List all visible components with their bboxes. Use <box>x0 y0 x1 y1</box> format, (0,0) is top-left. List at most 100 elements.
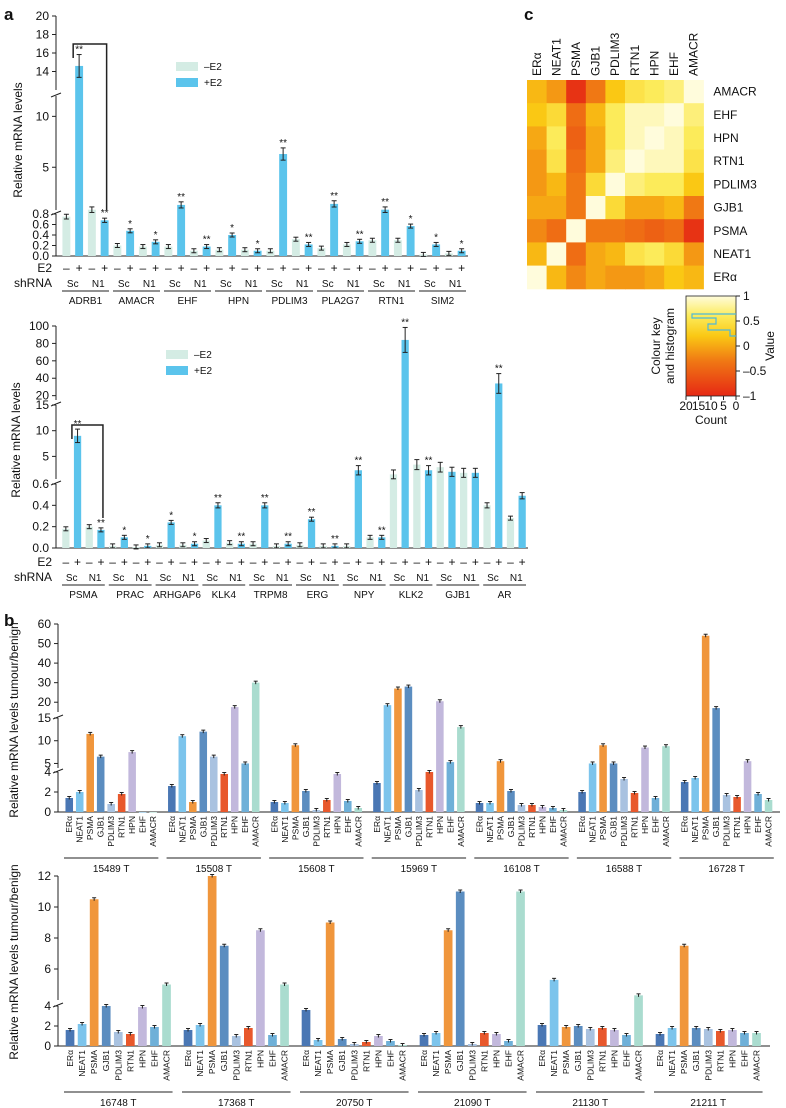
bar <box>354 808 363 812</box>
bar <box>195 1025 205 1046</box>
bar <box>96 756 105 812</box>
gene-tick-label: PDLIM3 <box>585 1050 595 1081</box>
gene-tick-label: GJB1 <box>101 1050 111 1072</box>
e2-tick: + <box>254 261 261 275</box>
e2-tick: + <box>144 555 151 569</box>
heatmap-cell <box>605 219 626 243</box>
group-label: PLA2G7 <box>322 296 360 307</box>
bar <box>228 235 237 256</box>
e2-tick: + <box>402 555 409 569</box>
shrna-label: N1 <box>245 279 258 290</box>
heatmap-row-label: NEAT1 <box>713 247 751 261</box>
significance-label: * <box>154 230 158 241</box>
shrna-label: N1 <box>92 279 105 290</box>
gene-tick-label: PSMA <box>598 816 608 840</box>
bar <box>231 1036 241 1046</box>
y-tick-label: 5 <box>42 449 49 463</box>
gene-tick-label: EHF <box>445 816 455 833</box>
gene-tick-label: GJB1 <box>403 816 413 838</box>
gene-tick-label: RTN1 <box>597 1050 607 1072</box>
gene-tick-label: ERα <box>301 1050 311 1067</box>
bar <box>691 778 699 812</box>
significance-label: ** <box>214 493 222 504</box>
value-tick-label: –0.5 <box>743 364 767 378</box>
heatmap-cell <box>546 80 567 104</box>
shrna-label: N1 <box>276 573 289 584</box>
gene-tick-label: ERα <box>537 1050 547 1067</box>
bar <box>507 791 515 812</box>
heatmap-cell <box>683 196 704 220</box>
bar <box>448 471 456 548</box>
bar <box>149 812 157 813</box>
heatmap-cell <box>566 265 587 290</box>
bar <box>413 464 421 548</box>
bar <box>585 1029 595 1046</box>
e2-tick: + <box>407 261 414 275</box>
heatmap-cell <box>605 265 626 290</box>
bar <box>251 682 260 812</box>
shrna-label: Sc <box>393 573 405 584</box>
bar <box>492 1034 501 1046</box>
gene-tick-label: GJB1 <box>711 816 721 838</box>
significance-label: ** <box>354 456 362 467</box>
significance-label: * <box>146 534 150 545</box>
heatmap-cell <box>605 196 626 220</box>
heatmap-cell <box>625 219 646 243</box>
bar <box>279 154 288 256</box>
bar <box>73 435 82 548</box>
bar <box>425 772 434 812</box>
bar <box>573 1026 583 1046</box>
e2-tick: + <box>261 555 268 569</box>
heatmap-cell <box>683 80 704 104</box>
significance-label: ** <box>97 518 105 529</box>
gene-tick-label: HPN <box>743 816 753 834</box>
bar <box>538 807 547 812</box>
heatmap-cell <box>566 172 587 197</box>
e2-tick: + <box>356 261 363 275</box>
heatmap-cell <box>664 242 685 267</box>
gene-tick-label: NEAT1 <box>77 1050 87 1077</box>
bar <box>715 1031 725 1046</box>
gene-tick-label: HPN <box>609 1050 619 1068</box>
heatmap-cell <box>683 103 704 127</box>
heatmap-cell <box>664 103 685 127</box>
heatmap-cell <box>546 219 567 243</box>
bar <box>722 795 731 812</box>
e2-tick: – <box>390 555 397 569</box>
bar <box>313 1040 323 1046</box>
heatmap-cell <box>625 126 646 151</box>
heatmap-cell <box>625 103 646 127</box>
y-tick-label: 20 <box>38 695 52 709</box>
gene-tick-label: NEAT1 <box>485 816 495 843</box>
heatmap-cell <box>625 265 646 290</box>
shrna-label: Sc <box>206 573 218 584</box>
bar <box>280 984 289 1046</box>
heatmap-cell <box>585 126 606 151</box>
bar <box>325 922 335 1046</box>
heatmap-cell <box>605 172 626 197</box>
shrna-label: N1 <box>449 279 462 290</box>
significance-label: * <box>122 525 126 536</box>
bar <box>226 542 234 548</box>
gene-tick-label: PSMA <box>679 1050 689 1074</box>
shrna-label: N1 <box>463 573 476 584</box>
shrna-label: N1 <box>143 279 156 290</box>
sample-label: 15608 T <box>298 864 335 875</box>
shrna-label: Sc <box>113 573 125 584</box>
y-tick-label: 50 <box>38 637 52 651</box>
bar <box>150 1027 159 1046</box>
count-tick-label: 20 <box>679 399 693 413</box>
e2-tick: + <box>305 261 312 275</box>
group-label: PSMA <box>69 590 98 601</box>
e2-tick: – <box>89 261 96 275</box>
gene-tick-label: PDLIM3 <box>619 816 629 847</box>
bar <box>404 686 413 812</box>
group-label: PDLIM3 <box>271 296 308 307</box>
y-tick-label: 0.6 <box>32 477 49 491</box>
e2-tick: – <box>395 261 402 275</box>
bar <box>680 782 689 812</box>
bar <box>712 708 720 812</box>
significance-label: ** <box>279 138 287 149</box>
y-axis-title: Relative mRNA levels tumour/benign <box>7 622 21 817</box>
y-tick-label: 100 <box>29 319 49 333</box>
